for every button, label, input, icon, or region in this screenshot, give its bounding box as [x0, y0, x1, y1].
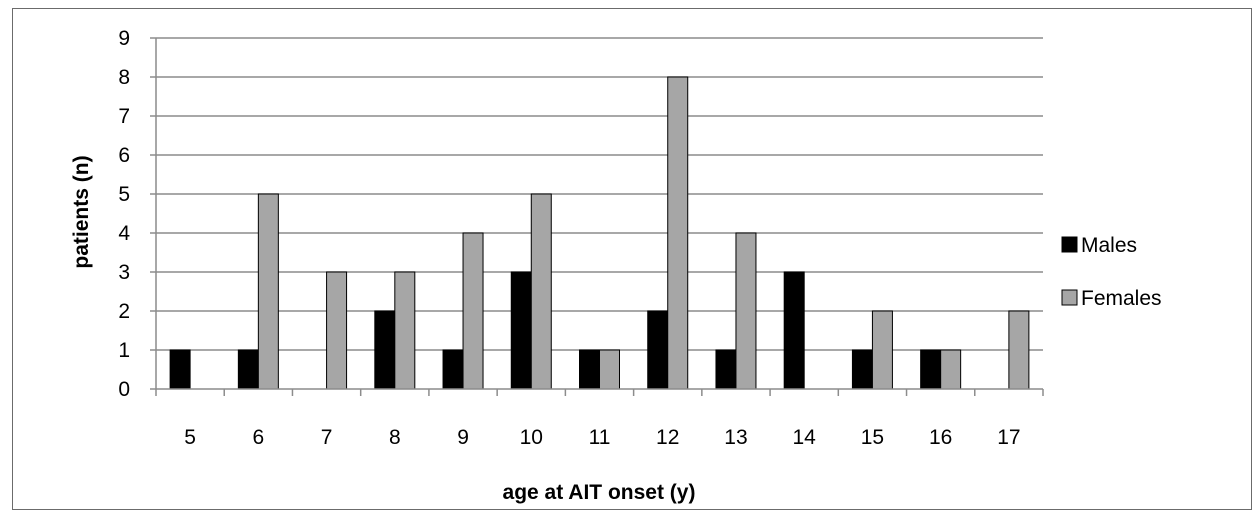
bar-females-6 [257, 193, 279, 390]
bars [169, 76, 1030, 390]
y-tick-label-4: 4 [118, 222, 130, 245]
y-tick-label-2: 2 [118, 300, 130, 323]
bar-females-17 [1008, 310, 1030, 390]
x-tick-label-5: 5 [184, 426, 196, 449]
y-tick-label-5: 5 [118, 183, 130, 206]
y-tick-label-7: 7 [118, 105, 130, 128]
x-axis-title: age at AIT onset (y) [503, 481, 696, 504]
bar-males-6 [237, 349, 259, 390]
bar-females-12 [667, 76, 689, 390]
y-tick-label-6: 6 [118, 144, 130, 167]
bar-males-16 [920, 349, 942, 390]
bar-males-10 [510, 271, 532, 390]
bar-males-5 [169, 349, 191, 390]
axes [150, 37, 1044, 396]
x-tick-label-11: 11 [589, 426, 611, 449]
bar-males-8 [374, 310, 396, 390]
bar-females-10 [530, 193, 552, 390]
x-tick-label-14: 14 [793, 426, 817, 449]
chart-frame [12, 8, 1252, 510]
y-tick-label-8: 8 [118, 66, 130, 89]
bar-males-9 [442, 349, 464, 390]
x-tick-label-16: 16 [929, 426, 952, 449]
bar-females-8 [394, 271, 416, 390]
x-tick-label-6: 6 [253, 426, 265, 449]
x-tick-label-7: 7 [321, 426, 333, 449]
legend-label-females: Females [1081, 287, 1162, 310]
y-tick-label-0: 0 [118, 378, 130, 401]
y-tick-label-3: 3 [118, 261, 130, 284]
y-axis-title: patients (n) [70, 155, 93, 268]
bar-females-15 [871, 310, 893, 390]
legend-swatch-males [1061, 236, 1078, 253]
bar-females-13 [735, 232, 757, 390]
x-tick-label-13: 13 [724, 426, 747, 449]
bar-males-14 [783, 271, 805, 390]
x-tick-label-17: 17 [997, 426, 1020, 449]
legend: Males Females [1061, 234, 1162, 310]
gridlines [156, 37, 1043, 351]
x-tick-label-8: 8 [389, 426, 401, 449]
legend-swatch-females [1061, 289, 1078, 306]
bar-females-9 [462, 232, 484, 390]
legend-label-males: Males [1081, 234, 1137, 257]
bar-males-13 [715, 349, 737, 390]
y-tick-label-1: 1 [118, 339, 130, 362]
bar-females-11 [599, 349, 620, 390]
x-tick-label-15: 15 [861, 426, 884, 449]
bar-females-7 [326, 271, 348, 390]
x-tick-label-12: 12 [656, 426, 679, 449]
bar-females-16 [940, 349, 962, 390]
bar-males-11 [579, 349, 600, 390]
bar-males-12 [647, 310, 669, 390]
x-tick-label-9: 9 [457, 426, 469, 449]
y-tick-label-9: 9 [118, 27, 130, 50]
bar-males-15 [851, 349, 873, 390]
x-tick-label-10: 10 [520, 426, 543, 449]
